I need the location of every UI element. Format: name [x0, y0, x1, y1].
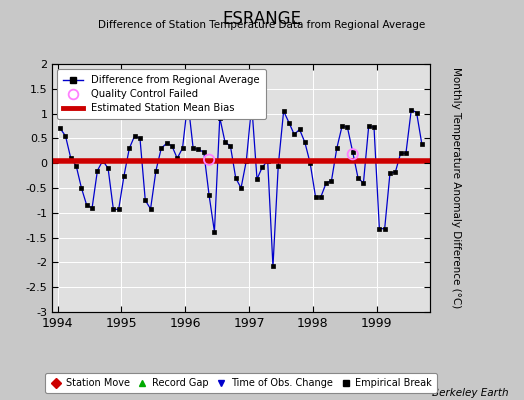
- Legend: Station Move, Record Gap, Time of Obs. Change, Empirical Break: Station Move, Record Gap, Time of Obs. C…: [45, 374, 437, 393]
- Text: Difference of Station Temperature Data from Regional Average: Difference of Station Temperature Data f…: [99, 20, 425, 30]
- Text: ESRANGE: ESRANGE: [223, 10, 301, 28]
- Point: [348, 151, 357, 158]
- Text: Berkeley Earth: Berkeley Earth: [432, 388, 508, 398]
- Legend: Difference from Regional Average, Quality Control Failed, Estimated Station Mean: Difference from Regional Average, Qualit…: [58, 69, 266, 119]
- Point: [205, 156, 213, 163]
- Y-axis label: Monthly Temperature Anomaly Difference (°C): Monthly Temperature Anomaly Difference (…: [451, 67, 461, 309]
